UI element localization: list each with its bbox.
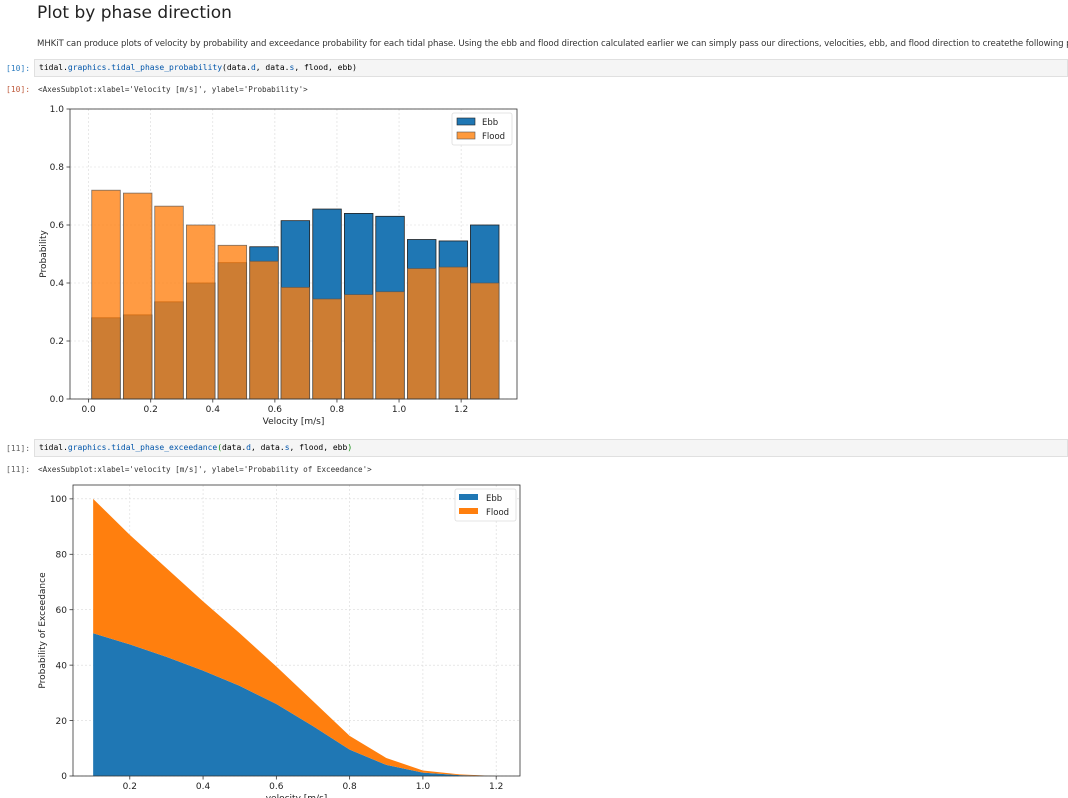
code-token: ( bbox=[217, 443, 223, 452]
x-tick-label: 0.6 bbox=[269, 782, 284, 792]
output-text-10: <AxesSubplot:xlabel='Velocity [m/s]', yl… bbox=[38, 85, 308, 94]
legend-label-ebb: Ebb bbox=[486, 494, 502, 504]
x-tick-label: 0.4 bbox=[196, 782, 211, 792]
code-token: d bbox=[246, 443, 251, 452]
x-tick-label: 0.4 bbox=[206, 405, 221, 415]
legend: Ebb Flood bbox=[454, 488, 517, 522]
x-tick-label: 1.0 bbox=[392, 405, 407, 415]
flood-bar bbox=[312, 298, 342, 400]
x-tick-label: 1.2 bbox=[454, 405, 468, 415]
flood-bar bbox=[407, 268, 437, 400]
y-tick-label: 60 bbox=[56, 606, 68, 616]
y-tick-label: 80 bbox=[56, 550, 68, 560]
section-description: MHKiT can produce plots of velocity by p… bbox=[37, 39, 1068, 49]
y-tick-label: 0.6 bbox=[50, 221, 65, 231]
flood-bar bbox=[91, 189, 121, 400]
x-axis-label: Velocity [m/s] bbox=[263, 417, 325, 427]
flood-bar bbox=[154, 205, 184, 400]
x-tick-label: 0.6 bbox=[268, 405, 283, 415]
section-heading: Plot by phase direction bbox=[37, 3, 232, 23]
flood-bar bbox=[375, 291, 405, 400]
code-token: ) bbox=[347, 443, 353, 452]
x-axis-label: velocity [m/s] bbox=[266, 794, 328, 798]
x-tick-label: 0.8 bbox=[342, 782, 357, 792]
y-tick-label: 0.2 bbox=[50, 337, 64, 347]
code-token: , flood, ebb bbox=[294, 63, 353, 72]
flood-bar bbox=[122, 192, 153, 400]
legend-swatch-ebb bbox=[459, 494, 478, 500]
output-prompt-10: [10]: bbox=[6, 85, 31, 94]
input-prompt-11: [11]: bbox=[6, 444, 31, 453]
legend-label-flood: Flood bbox=[482, 132, 505, 142]
output-prompt-11: [11]: bbox=[6, 465, 31, 474]
code-cell-11[interactable]: tidal.graphics.tidal_phase_exceedance(da… bbox=[34, 439, 1068, 457]
flood-area bbox=[93, 498, 497, 776]
ebb-area bbox=[93, 633, 497, 776]
legend: Ebb Flood bbox=[451, 112, 513, 146]
y-tick-label: 40 bbox=[56, 661, 68, 671]
x-tick-label: 1.2 bbox=[489, 782, 503, 792]
code-token: s bbox=[284, 443, 290, 452]
code-token: s bbox=[289, 63, 295, 72]
legend-swatch-flood bbox=[459, 508, 478, 514]
y-tick-label: 0.8 bbox=[50, 163, 65, 173]
y-tick-label: 0.0 bbox=[50, 395, 65, 405]
code-token: , data. bbox=[250, 443, 285, 452]
output-text-11: <AxesSubplot:xlabel='velocity [m/s]', yl… bbox=[38, 465, 372, 474]
flood-bar bbox=[249, 260, 279, 400]
code-token: , data. bbox=[255, 63, 290, 72]
code-cell-10[interactable]: tidal.graphics.tidal_phase_probability(d… bbox=[34, 59, 1068, 77]
plot-frame bbox=[69, 108, 518, 400]
input-prompt-10: [10]: bbox=[6, 64, 31, 73]
x-tick-label: 0.8 bbox=[330, 405, 345, 415]
y-tick-label: 100 bbox=[50, 495, 67, 505]
flood-bar bbox=[470, 282, 500, 400]
y-tick-label: 0.4 bbox=[50, 279, 65, 289]
y-axis-label: Probability bbox=[39, 230, 49, 278]
y-axis-label: Probability of Exceedance bbox=[38, 572, 48, 689]
y-tick-label: 1.0 bbox=[50, 105, 65, 115]
flood-bar bbox=[438, 266, 469, 400]
code-token: graphics.tidal_phase_probability bbox=[67, 63, 223, 72]
y-tick-label: 20 bbox=[56, 717, 68, 727]
x-tick-label: 0.2 bbox=[123, 782, 137, 792]
code-token: data. bbox=[226, 63, 251, 72]
flood-bar bbox=[217, 244, 248, 400]
code-token: , flood, ebb bbox=[289, 443, 348, 452]
code-token: tidal. bbox=[39, 443, 68, 452]
y-tick-label: 0 bbox=[61, 772, 67, 782]
code-token: d bbox=[250, 63, 256, 72]
probability-bar-chart: 0.0 0.2 0.4 0.6 0.8 1.0 1.2 0.0 0.2 0.4 0.6 0.8 1.0 V… bbox=[39, 105, 518, 427]
x-tick-label: 0.2 bbox=[144, 405, 158, 415]
legend-swatch-flood bbox=[456, 131, 476, 140]
legend-label-flood: Flood bbox=[486, 508, 509, 518]
legend-swatch-ebb bbox=[456, 117, 476, 126]
plot-frame bbox=[72, 484, 521, 777]
x-tick-label: 0.0 bbox=[81, 405, 96, 415]
flood-bar bbox=[280, 286, 311, 400]
legend-label-ebb: Ebb bbox=[482, 118, 498, 128]
flood-bar bbox=[186, 224, 216, 400]
code-token: data. bbox=[222, 443, 247, 452]
code-token: ) bbox=[352, 63, 357, 72]
exceedance-area-chart: 0.2 0.4 0.6 0.8 1.0 1.2 0 20 40 60 80 100 velocity [… bbox=[38, 484, 521, 798]
x-tick-label: 1.0 bbox=[416, 782, 431, 792]
flood-bar bbox=[344, 294, 374, 400]
code-token: ( bbox=[222, 63, 227, 72]
code-token: graphics.tidal_phase_exceedance bbox=[67, 443, 218, 452]
code-token: tidal. bbox=[39, 63, 68, 72]
